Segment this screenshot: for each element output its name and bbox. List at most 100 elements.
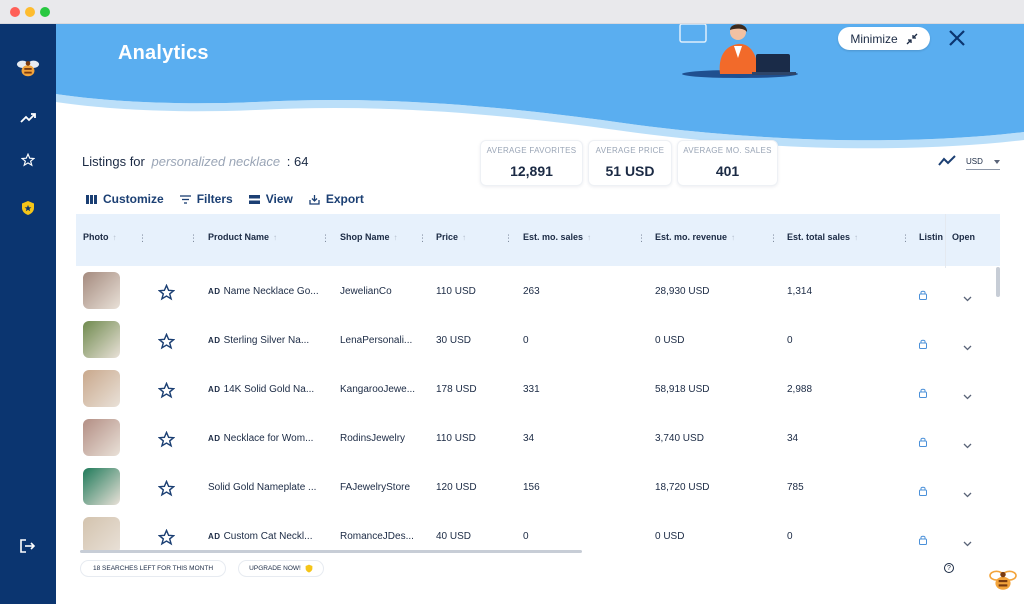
window-close-dot[interactable] [10, 7, 20, 17]
bee-logo-icon[interactable] [16, 56, 40, 80]
bee-logo-icon[interactable] [988, 567, 1018, 598]
table-row[interactable]: AD Necklace for Wom... RodinsJewelry 110 US… [76, 415, 1000, 464]
est-mo-revenue-cell-text: 0 USD [655, 335, 685, 346]
lock-icon[interactable] [919, 287, 927, 305]
stat-value: 401 [715, 163, 740, 179]
trending-icon[interactable] [16, 106, 40, 130]
close-icon [949, 30, 965, 46]
column-header-est-mo-sales[interactable]: Est. mo. sales ↑ [523, 232, 592, 242]
upgrade-button[interactable]: UPGRADE NOW! [238, 560, 324, 577]
lock-icon[interactable] [919, 336, 927, 354]
product-thumbnail[interactable] [83, 419, 120, 456]
est-total-sales-cell: 0 [787, 335, 793, 346]
product-thumbnail[interactable] [83, 517, 120, 551]
column-header-product-name[interactable]: Product Name ↑ [208, 232, 278, 242]
table-row[interactable]: AD Sterling Silver Na... LenaPersonali... 3… [76, 317, 1000, 366]
vertical-scrollbar[interactable] [996, 267, 1000, 297]
shop-name-cell[interactable]: FAJewelryStore [340, 482, 410, 493]
chevron-down-icon[interactable] [963, 485, 972, 503]
favorite-star-icon[interactable] [157, 332, 176, 355]
table-row[interactable]: AD 14K Solid Gold Na... KangarooJewe... 178… [76, 366, 1000, 415]
favorite-star-icon[interactable] [157, 430, 176, 453]
shield-icon[interactable] [16, 196, 40, 220]
close-button[interactable] [946, 27, 968, 49]
price-cell: 110 USD [436, 286, 476, 297]
favorite-star-icon[interactable] [157, 381, 176, 404]
product-thumbnail[interactable] [83, 321, 120, 358]
product-thumbnail[interactable] [83, 370, 120, 407]
shop-name-cell[interactable]: KangarooJewe... [340, 384, 415, 395]
column-menu-icon[interactable]: ⋮ [418, 233, 427, 243]
column-header-est-mo-revenue[interactable]: Est. mo. revenue ↑ [655, 232, 736, 242]
view-button[interactable]: View [248, 192, 293, 206]
column-header-listing[interactable]: Listin [919, 232, 943, 242]
column-menu-icon[interactable]: ⋮ [138, 233, 147, 243]
favorite-star-icon[interactable] [157, 479, 176, 502]
sort-icon: ↑ [587, 232, 592, 242]
chevron-down-icon[interactable] [963, 338, 972, 356]
column-menu-icon[interactable]: ⋮ [189, 233, 198, 243]
est-mo-sales-cell: 34 [523, 433, 534, 444]
horizontal-scrollbar[interactable] [80, 550, 582, 553]
table-row[interactable]: AD Name Necklace Go... JewelianCo 110 USD 26… [76, 268, 1000, 317]
table-row[interactable]: Solid Gold Nameplate ... FAJewelryStore 12… [76, 464, 1000, 513]
price-cell: 178 USD [436, 384, 477, 395]
est-total-sales-cell-text: 34 [787, 433, 799, 444]
favorite-star-icon[interactable] [157, 283, 176, 306]
chevron-down-icon[interactable] [963, 387, 972, 405]
minimize-button[interactable]: Minimize [838, 27, 930, 50]
export-icon [309, 194, 320, 205]
column-menu-icon[interactable]: ⋮ [504, 233, 513, 243]
currency-select[interactable]: USD [966, 154, 1000, 170]
product-name-cell-text: Sterling Silver Na... [223, 335, 310, 346]
export-button[interactable]: Export [309, 192, 364, 206]
help-icon[interactable]: ? [944, 563, 954, 573]
product-name-cell[interactable]: AD Sterling Silver Na... [208, 335, 309, 346]
table-row[interactable]: AD Custom Cat Neckl... RomanceJDes... 40 US… [76, 513, 1000, 551]
product-name-cell[interactable]: AD Necklace for Wom... [208, 433, 313, 444]
chevron-down-icon[interactable] [963, 289, 972, 307]
lock-icon[interactable] [919, 532, 927, 550]
star-icon[interactable] [16, 148, 40, 172]
column-header-open[interactable]: Open [952, 232, 976, 242]
filters-button[interactable]: Filters [179, 192, 233, 206]
logout-icon[interactable] [16, 534, 40, 558]
column-header-price[interactable]: Price ↑ [436, 232, 467, 242]
stat-value: 51 USD [605, 163, 655, 179]
shop-name-cell[interactable]: JewelianCo [340, 286, 392, 297]
window-zoom-dot[interactable] [40, 7, 50, 17]
shop-name-cell[interactable]: RomanceJDes... [340, 531, 414, 542]
column-header-photo[interactable]: Photo ↑ [83, 232, 117, 242]
column-menu-icon[interactable]: ⋮ [769, 233, 778, 243]
column-header-est-total-sales[interactable]: Est. total sales ↑ [787, 232, 859, 242]
column-menu-icon[interactable]: ⋮ [901, 233, 910, 243]
product-name-cell[interactable]: AD Custom Cat Neckl... [208, 531, 312, 542]
product-name-cell[interactable]: Solid Gold Nameplate ... [208, 482, 316, 493]
column-menu-icon[interactable]: ⋮ [321, 233, 330, 243]
lock-icon[interactable] [919, 483, 927, 501]
shop-name-cell[interactable]: LenaPersonali... [340, 335, 412, 346]
product-thumbnail[interactable] [83, 468, 120, 505]
est-mo-sales-cell: 0 [523, 335, 529, 346]
product-name-cell[interactable]: AD Name Necklace Go... [208, 286, 319, 297]
column-menu-icon[interactable]: ⋮ [637, 233, 646, 243]
shop-name-cell[interactable]: RodinsJewelry [340, 433, 405, 444]
est-mo-revenue-cell-text: 0 USD [655, 531, 685, 542]
customize-button[interactable]: Customize [86, 192, 164, 206]
table-toolbar: Customize Filters View Export [86, 192, 364, 206]
est-mo-revenue-cell-text: 3,740 USD [655, 433, 704, 444]
ad-badge: AD [208, 287, 221, 296]
product-name-cell[interactable]: AD 14K Solid Gold Na... [208, 384, 314, 395]
lock-icon[interactable] [919, 385, 927, 403]
column-header-shop-name[interactable]: Shop Name ↑ [340, 232, 398, 242]
chevron-down-icon[interactable] [963, 534, 972, 551]
stat-average-price: AVERAGE PRICE 51 USD [588, 140, 672, 186]
window-minimize-dot[interactable] [25, 7, 35, 17]
trend-chart-icon[interactable] [938, 154, 956, 172]
favorite-star-icon[interactable] [157, 528, 176, 551]
lock-icon[interactable] [919, 434, 927, 452]
filter-icon [179, 194, 191, 204]
chevron-down-icon[interactable] [963, 436, 972, 454]
est-total-sales-cell-text: 785 [787, 482, 804, 493]
product-thumbnail[interactable] [83, 272, 120, 309]
